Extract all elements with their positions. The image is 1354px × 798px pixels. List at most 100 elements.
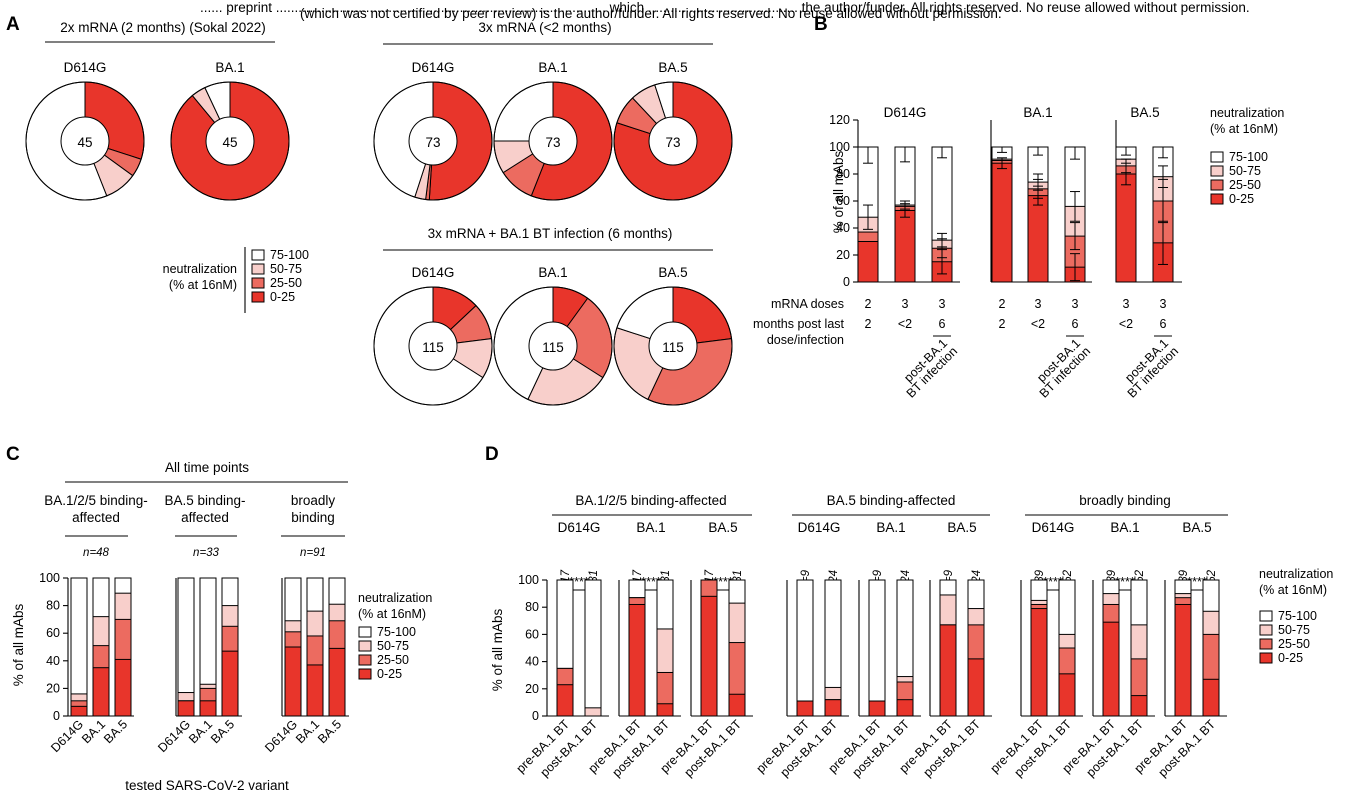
panel-a-group2-title: 3x mRNA (<2 months): [478, 20, 611, 35]
panel-b-row-months-label2: dose/infection: [767, 333, 844, 347]
panel-c-bar-0-2-seg-0-25: [114, 658, 132, 717]
pie-hole-1: [205, 116, 255, 166]
panel-c-xtick-1-1: BA.1: [186, 717, 215, 746]
panel-b-variant-ba1: BA.1: [1023, 105, 1052, 120]
panel-a-legend-title1: neutralization: [163, 262, 237, 276]
panel-c-ytick-label-60: 60: [46, 626, 60, 640]
panel-c-ytick-label-100: 100: [39, 571, 60, 585]
panel-d-variant-1-2: BA.5: [947, 520, 976, 535]
panel-c-legend-swatch-25-50: [358, 654, 372, 666]
panel-d-variant-2-2: BA.5: [1182, 520, 1211, 535]
panel-label-b: B: [814, 14, 828, 35]
panel-d-legend-label-50-75: 50-75: [1278, 623, 1310, 637]
panel-label-c: C: [6, 444, 20, 465]
pie-count-6: 115: [542, 340, 564, 355]
panel-a-group1-title: 2x mRNA (2 months) (Sokal 2022): [60, 20, 266, 35]
pie-outline-3: [493, 81, 613, 201]
panel-c-ytick-label-0: 0: [53, 709, 60, 723]
panel-d-ytick-label-80: 80: [525, 600, 539, 614]
panel-c-bar-2-0-seg-0-25: [284, 646, 302, 717]
panel-b-row-months-label1: months post last: [753, 317, 845, 331]
panel-d-legend-label-25-50: 25-50: [1278, 637, 1310, 651]
pie-count-7: 115: [662, 340, 684, 355]
panel-d-variant-0-0: D614G: [558, 520, 601, 535]
pie-hole-2: [408, 116, 458, 166]
panel-d-bar-2-1-post-seg-0-25: [1130, 695, 1148, 717]
panel-a-legend-swatch-25-50: [251, 277, 265, 289]
panel-d-bar-1-1-pre-seg-75-100: [868, 579, 886, 717]
panel-d-variant-0-2: BA.5: [708, 520, 737, 535]
pie-count-1: 45: [222, 135, 237, 150]
panel-b-bar-1-0-seg-0-25: [991, 162, 1013, 283]
panel-b-ytick-label-100: 100: [829, 140, 850, 154]
panel-b-bar-0-1-seg-0-25: [894, 209, 916, 283]
panel-b-bar-1-1-seg-0-25: [1027, 195, 1049, 283]
panel-b-legend-title1: neutralization: [1210, 106, 1284, 120]
panel-a-variant-d614g-bt: D614G: [412, 265, 455, 280]
pie-count-2: 73: [425, 135, 440, 150]
panel-a-pies: 45 45 73 73 73 115 115 115: [25, 81, 733, 406]
panel-b-ytick-label-60: 60: [836, 194, 850, 208]
panel-d-legend: neutralization (% at 16nM) 75-100 50-75 …: [1259, 567, 1333, 665]
panel-b-dose-0-0: 2: [865, 297, 872, 311]
panel-b-dose-0-1: 3: [902, 297, 909, 311]
panel-b-month-2-1: 6: [1160, 317, 1167, 331]
panel-c-group2-title2: affected: [181, 510, 229, 525]
panel-c-legend-swatch-50-75: [358, 640, 372, 652]
panel-d-ytick-label-60: 60: [525, 627, 539, 641]
panel-c-bar-0-0-seg-0-25: [70, 705, 88, 717]
panel-d-group3-title: broadly binding: [1079, 493, 1171, 508]
panel-b-month-0-1: <2: [898, 317, 912, 331]
panel-b-legend-label-0-25: 0-25: [1229, 192, 1254, 206]
panel-a-group3-title: 3x mRNA + BA.1 BT infection (6 months): [428, 226, 673, 241]
panel-c-group3-title2: binding: [291, 510, 335, 525]
panel-a-legend-label-75-100: 75-100: [270, 248, 309, 262]
pie-outline-4: [613, 81, 733, 201]
panel-d-legend-swatch-75-100: [1259, 610, 1273, 622]
panel-b-bars: [857, 146, 1174, 283]
panel-c-legend-title1: neutralization: [358, 591, 432, 605]
panel-b-ytick-label-40: 40: [836, 221, 850, 235]
panel-d-ytick-label-100: 100: [518, 573, 539, 587]
panel-b-dose-1-0: 2: [999, 297, 1006, 311]
panel-b-ytick-label-0: 0: [843, 275, 850, 289]
panel-d-bar-0-0-post-seg-50-75: [584, 707, 602, 717]
panel-c-group3-title1: broadly: [291, 493, 336, 508]
panel-c-legend-label-50-75: 50-75: [377, 639, 409, 653]
pie-hole-4: [648, 116, 698, 166]
panel-b-ytick-label-80: 80: [836, 167, 850, 181]
panel-c-legend-label-75-100: 75-100: [377, 625, 416, 639]
panel-a-legend-swatch-0-25: [251, 291, 265, 303]
panel-b-dose-2-1: 3: [1160, 297, 1167, 311]
panel-c-ytick-label-20: 20: [46, 681, 60, 695]
panel-b-variant-d614g: D614G: [884, 105, 927, 120]
panel-b-dose-1-1: 3: [1035, 297, 1042, 311]
panel-d-bar-0-1-post-seg-0-25: [656, 703, 674, 717]
panel-c-xtick-0-1: BA.1: [79, 717, 108, 746]
panel-c-group3-n: n=91: [300, 547, 326, 559]
panel-b-bar-0-0-seg-0-25: [857, 241, 879, 283]
pie-count-3: 73: [545, 135, 560, 150]
panel-c-legend-label-25-50: 25-50: [377, 653, 409, 667]
panel-b-month-1-2: 6: [1072, 317, 1079, 331]
panel-d-bar-2-0-pre-seg-0-25: [1030, 608, 1048, 717]
panel-c: All time points BA.1/2/5 binding- affect…: [11, 460, 432, 793]
panel-d-ytick-label-40: 40: [525, 655, 539, 669]
panel-c-group1-title2: affected: [72, 510, 120, 525]
panel-d-group1-title: BA.1/2/5 binding-affected: [575, 493, 726, 508]
panel-d-legend-title1: neutralization: [1259, 567, 1333, 581]
panel-b-month-0-0: 2: [865, 317, 872, 331]
panel-d-legend-label-75-100: 75-100: [1278, 609, 1317, 623]
panel-d-bar-1-0-pre-seg-75-100: [796, 579, 814, 717]
panel-c-ylabel: % of all mAbs: [11, 603, 26, 686]
panel-b-month-1-0: 2: [999, 317, 1006, 331]
panel-c-bar-1-1-seg-0-25: [199, 700, 217, 717]
pie-count-4: 73: [665, 135, 680, 150]
panel-d-bar-2-2-pre-seg-0-25: [1174, 603, 1192, 717]
panel-d-bar-1-2-pre-seg-0-25: [939, 624, 957, 717]
panel-a-legend-swatch-50-75: [251, 263, 265, 275]
panel-c-legend: neutralization (% at 16nM) 75-100 50-75 …: [358, 591, 432, 681]
pie-hole-0: [60, 116, 110, 166]
